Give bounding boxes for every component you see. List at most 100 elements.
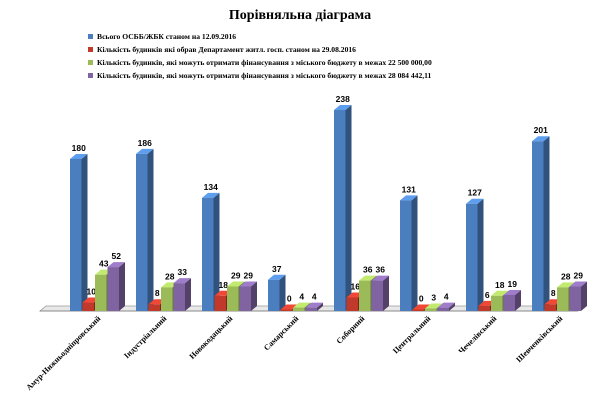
- data-label: 28: [165, 271, 175, 281]
- bar-top: [202, 192, 220, 198]
- legend-item-total: Всього ОСББ/ЖБК станом на 12.09.2016: [88, 30, 432, 43]
- bar-6-3: [503, 289, 521, 311]
- bar-front: [305, 307, 317, 311]
- bar-side: [81, 153, 88, 311]
- data-label: 180: [72, 143, 86, 153]
- bar-front: [173, 283, 185, 311]
- bar-front: [202, 197, 214, 311]
- legend-label: Всього ОСББ/ЖБК станом на 12.09.2016: [97, 32, 237, 41]
- bar-side: [279, 274, 286, 311]
- bar-front: [280, 309, 292, 311]
- data-label: 28: [561, 271, 571, 281]
- bar-top: [107, 262, 125, 268]
- bar-side: [515, 289, 521, 311]
- data-label: 127: [468, 188, 482, 198]
- data-label: 16: [351, 281, 361, 291]
- legend-item-selected: Кількість будинків які обрав Департамент…: [88, 43, 432, 56]
- x-tick-label: Чечелівський: [457, 314, 499, 356]
- bar-front: [478, 305, 490, 311]
- bar-top: [532, 136, 550, 142]
- legend-swatch: [88, 34, 93, 39]
- bar-side: [185, 278, 191, 311]
- bar-front: [148, 304, 160, 311]
- bar-front: [214, 295, 226, 311]
- bar-top: [400, 195, 418, 201]
- bar-side: [119, 262, 125, 311]
- data-label: 18: [495, 280, 505, 290]
- data-label: 52: [112, 251, 122, 261]
- data-label: 37: [272, 264, 282, 274]
- bar-front: [557, 287, 569, 311]
- data-label: 19: [508, 279, 518, 289]
- data-label: 131: [402, 184, 416, 194]
- bar-front: [425, 308, 437, 311]
- bar-side: [543, 136, 550, 311]
- data-label: 43: [99, 259, 109, 269]
- legend-swatch: [88, 73, 93, 78]
- bar-front: [544, 304, 556, 311]
- data-label: 201: [534, 125, 548, 135]
- legend-item-budget-28m: Кількість будинків, які можуть отримати …: [88, 69, 432, 82]
- bar-front: [107, 267, 119, 311]
- bar-front: [466, 203, 478, 311]
- bar-3-3: [305, 302, 323, 311]
- legend-label: Кількість будинків, які можуть отримати …: [97, 71, 432, 80]
- bar-side: [213, 192, 220, 311]
- x-tick-label: Новокодацький: [188, 314, 235, 361]
- bar-front: [569, 286, 581, 311]
- legend-label: Кількість будинків, які можуть отримати …: [97, 58, 432, 67]
- legend-item-budget-22m: Кількість будинків, які можуть отримати …: [88, 56, 432, 69]
- bar-top: [305, 302, 323, 308]
- data-label: 0: [419, 294, 424, 304]
- bar-7-0: [532, 136, 550, 311]
- bar-side: [449, 302, 455, 311]
- bar-front: [437, 307, 449, 311]
- x-tick-label: Центральний: [391, 314, 433, 356]
- bar-top: [239, 281, 257, 287]
- bar-top: [371, 275, 389, 281]
- bar-top: [359, 275, 377, 281]
- data-label: 10: [87, 287, 97, 297]
- chart-title: Порівняльна діаграма: [228, 8, 372, 23]
- bar-top: [280, 304, 298, 310]
- data-label: 134: [204, 182, 218, 192]
- data-label: 36: [363, 265, 373, 275]
- bar-top: [491, 290, 509, 296]
- bar-0-0: [70, 153, 88, 311]
- legend: Всього ОСББ/ЖБК станом на 12.09.2016 Кіл…: [88, 30, 432, 82]
- bar-3-0: [268, 274, 286, 311]
- data-label: 29: [244, 271, 254, 281]
- bar-side: [477, 198, 484, 311]
- bar-front: [400, 200, 412, 311]
- bar-top: [268, 274, 286, 280]
- data-label: 0: [287, 294, 292, 304]
- data-label: 29: [574, 271, 584, 281]
- data-label: 18: [219, 280, 229, 290]
- x-tick-label: Індустріальний: [122, 314, 169, 361]
- data-label: 238: [336, 94, 350, 104]
- bar-front: [239, 286, 251, 311]
- data-label: 4: [312, 292, 317, 302]
- bar-top: [227, 281, 245, 287]
- legend-swatch: [88, 47, 93, 52]
- x-tick-label: Соборний: [335, 314, 367, 346]
- x-tick-label: Шевченківський: [514, 314, 564, 364]
- bar-side: [345, 105, 352, 311]
- bar-top: [503, 289, 521, 295]
- bar-4-0: [334, 105, 352, 311]
- data-label: 8: [155, 288, 160, 298]
- data-label: 3: [431, 292, 436, 302]
- bar-top: [557, 282, 575, 288]
- bar-front: [95, 274, 107, 311]
- bar-side: [411, 195, 418, 311]
- bar-top: [569, 281, 587, 287]
- x-tick-label: Амур-Нижньодніпровський: [24, 314, 102, 392]
- bar-side: [317, 302, 323, 311]
- data-label: 186: [138, 138, 152, 148]
- bar-side: [581, 281, 587, 311]
- bar-2-3: [239, 281, 257, 311]
- bar-1-0: [136, 148, 154, 311]
- bar-front: [82, 302, 94, 311]
- bar-6-0: [466, 198, 484, 311]
